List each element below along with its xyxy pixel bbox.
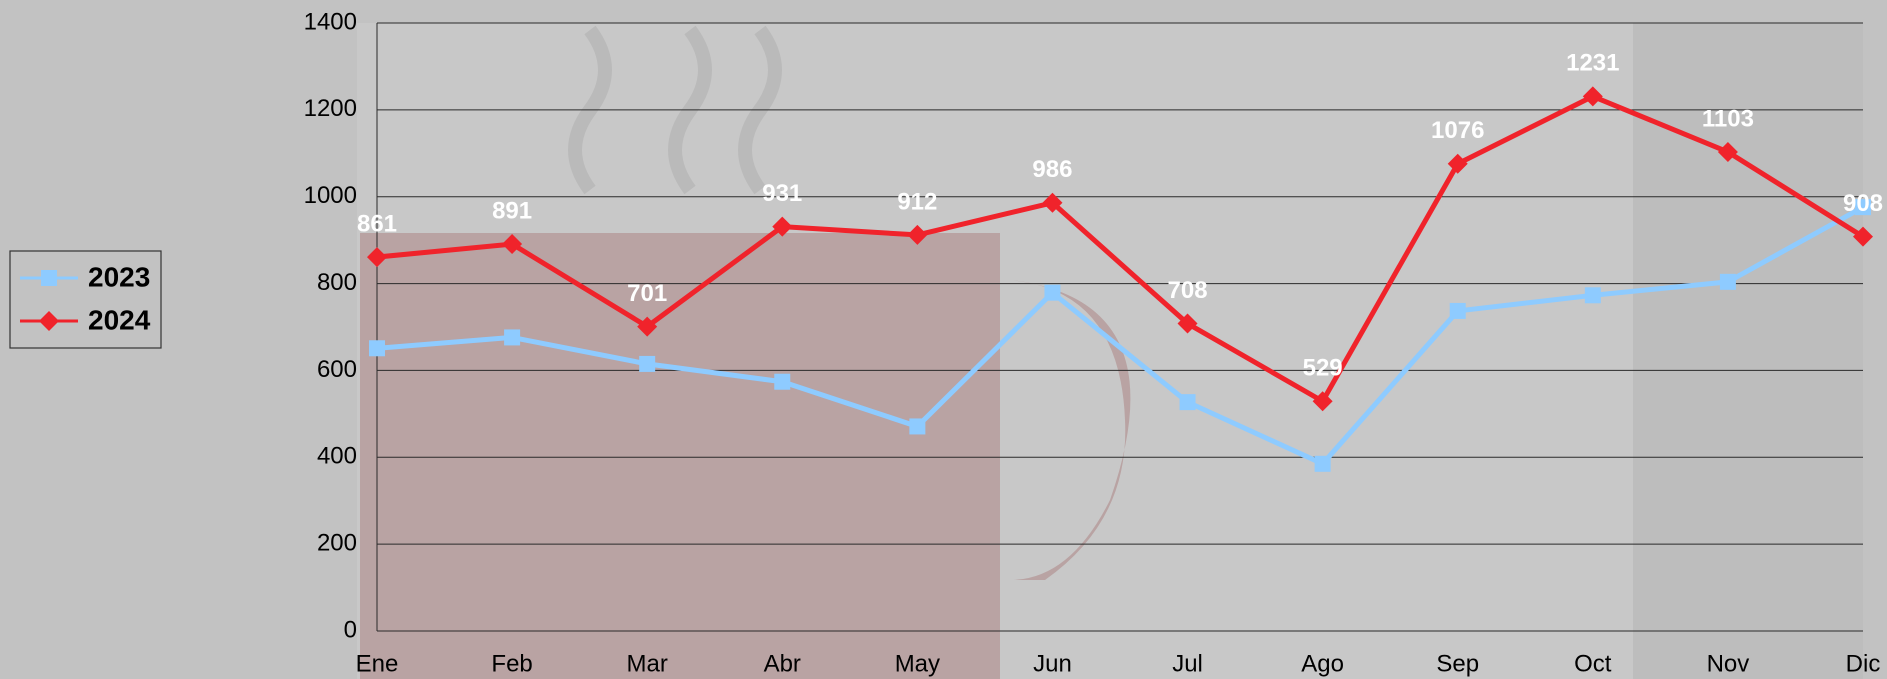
data-label: 1231 [1566,50,1619,77]
marker [1447,153,1468,174]
y-tick-label: 0 [344,616,357,643]
data-label: 931 [762,180,802,207]
legend-marker [39,311,59,331]
x-tick-label: Nov [1707,650,1750,677]
y-tick-label: 800 [317,269,357,296]
marker [367,247,387,268]
marker [369,340,385,357]
marker [907,224,928,245]
marker [1179,394,1196,411]
marker [639,355,656,372]
marker [1584,287,1601,304]
data-label: 1103 [1702,105,1754,132]
x-tick-label: Abr [764,650,801,677]
legend-marker [41,270,57,286]
marker [909,418,926,435]
x-tick-label: Oct [1574,650,1612,677]
marker [1449,302,1466,319]
x-tick-label: Ene [356,650,399,677]
series-line [376,93,1865,404]
x-tick-label: Sep [1436,650,1479,677]
marker [774,373,791,390]
marker [772,216,793,237]
data-label: 891 [492,197,532,224]
data-label: 701 [627,280,667,307]
marker [1042,192,1063,213]
x-tick-label: Jun [1033,650,1072,677]
marker [1719,273,1736,290]
series-line [376,204,1865,467]
marker [1044,284,1061,301]
data-label: 529 [1303,355,1343,382]
y-tick-label: 200 [317,529,357,556]
watermark-panel [1633,23,1863,679]
x-tick-label: May [895,650,940,677]
x-tick-label: Ago [1301,650,1344,677]
marker [1582,86,1603,107]
marker [1314,455,1331,472]
watermark-cup [360,233,1000,679]
legend-label: 2024 [88,304,151,335]
legend-box [9,250,162,349]
marker [1853,226,1873,247]
y-tick-label: 1200 [304,95,357,122]
marker [504,329,521,346]
marker [637,316,658,337]
data-label: 708 [1168,277,1208,304]
data-label: 908 [1843,190,1883,217]
data-label: 861 [357,210,397,237]
data-label: 912 [897,188,937,215]
marker [1177,313,1198,334]
y-tick-label: 400 [317,443,357,470]
data-label: 986 [1032,156,1072,183]
x-tick-label: Jul [1172,650,1203,677]
x-tick-label: Dic [1846,650,1881,677]
marker [1312,391,1333,412]
data-label: 1076 [1431,117,1484,144]
marker [1717,141,1738,162]
y-tick-label: 1000 [304,182,357,209]
x-tick-label: Feb [491,650,532,677]
y-tick-label: 600 [317,356,357,383]
marker [1855,199,1871,216]
x-tick-label: Mar [627,650,668,677]
marker [502,234,523,255]
y-tick-label: 1400 [304,8,357,35]
legend-label: 2023 [88,261,150,292]
